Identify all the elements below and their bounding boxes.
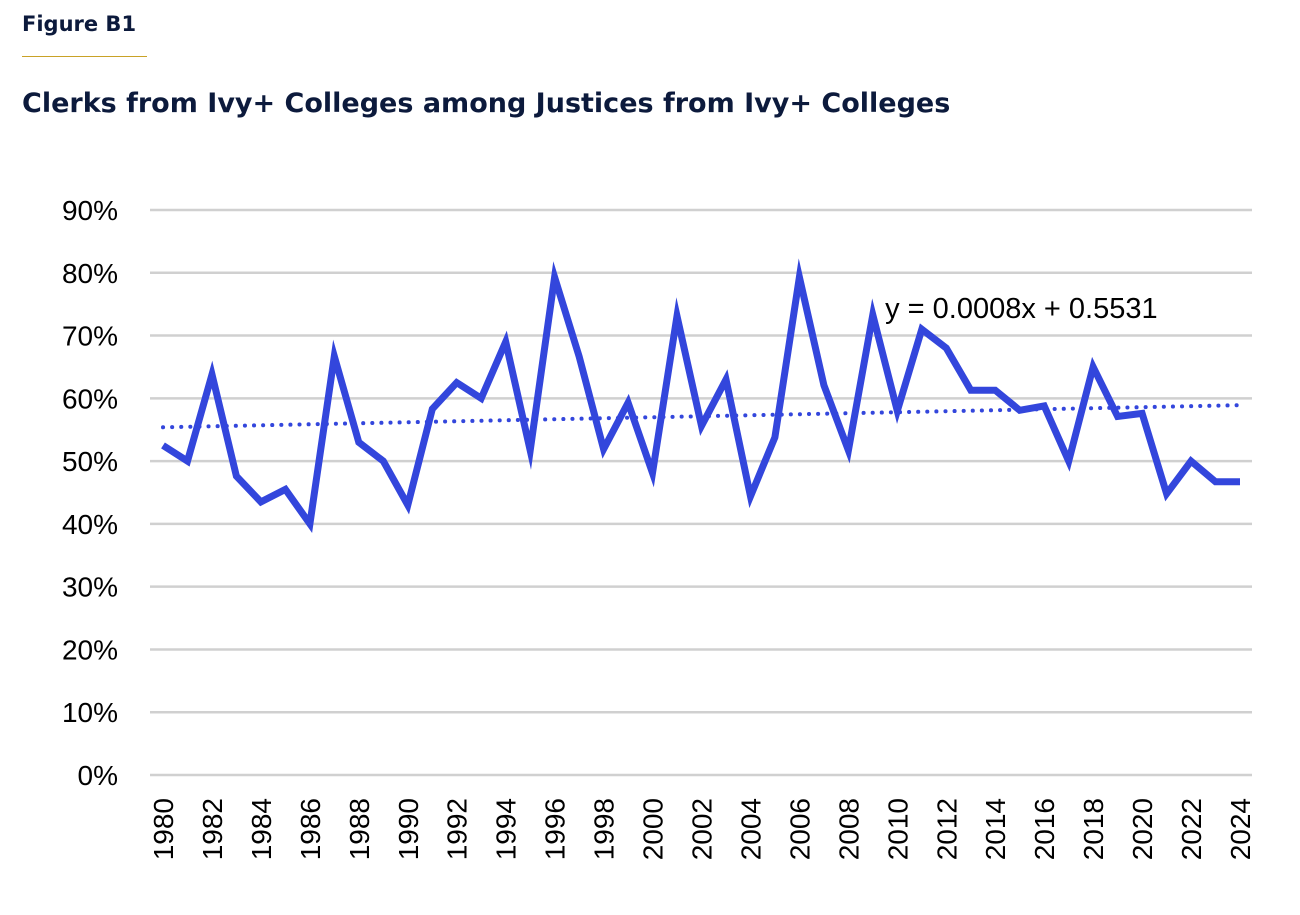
x-tick-label: 2002 <box>687 798 718 860</box>
x-tick-label: 2020 <box>1127 798 1158 860</box>
x-tick-label: 2008 <box>833 798 864 860</box>
x-tick-label: 1996 <box>540 798 571 860</box>
x-tick-label: 1980 <box>148 798 179 860</box>
x-tick-label: 2014 <box>980 798 1011 860</box>
y-tick-label: 10% <box>62 697 118 728</box>
trendline-equation: y = 0.0008x + 0.5531 <box>885 293 1158 325</box>
y-tick-label: 20% <box>62 634 118 665</box>
x-tick-label: 2024 <box>1225 798 1256 860</box>
x-tick-label: 1988 <box>344 798 375 860</box>
x-tick-label: 2000 <box>638 798 669 860</box>
x-tick-label: 2018 <box>1078 798 1109 860</box>
y-tick-label: 80% <box>62 258 118 289</box>
y-tick-label: 40% <box>62 509 118 540</box>
x-tick-label: 2012 <box>931 798 962 860</box>
chart-title: Clerks from Ivy+ Colleges among Justices… <box>22 88 951 119</box>
series-line <box>161 258 1240 534</box>
x-tick-label: 2016 <box>1029 798 1060 860</box>
x-tick-label: 1992 <box>442 798 473 860</box>
figure-label: Figure B1 <box>22 12 137 36</box>
series-group <box>161 258 1240 534</box>
x-tick-label: 2006 <box>784 798 815 860</box>
x-tick-label: 1986 <box>295 798 326 860</box>
x-tick-label: 1998 <box>589 798 620 860</box>
x-tick-label: 2004 <box>735 798 766 860</box>
gridlines <box>150 208 1252 777</box>
x-tick-label: 2010 <box>882 798 913 860</box>
y-tick-label: 60% <box>62 383 118 414</box>
y-tick-label: 30% <box>62 572 118 603</box>
y-tick-label: 50% <box>62 446 118 477</box>
x-tick-label: 2022 <box>1176 798 1207 860</box>
y-tick-label: 70% <box>62 321 118 352</box>
figure-label-rule <box>22 56 147 57</box>
y-axis-ticks: 0% 10% 20% 30% 40% 50% 60% 70% 80% 90% <box>62 195 118 791</box>
y-tick-label: 90% <box>62 195 118 226</box>
x-tick-label: 1994 <box>491 798 522 860</box>
x-tick-label: 1984 <box>246 798 277 860</box>
x-tick-label: 1982 <box>197 798 228 860</box>
x-axis-ticks: 1980 1982 1984 1986 1988 1990 1992 1994 1996 1998… <box>148 798 1256 860</box>
x-tick-label: 1990 <box>393 798 424 860</box>
y-tick-label: 0% <box>78 760 118 791</box>
